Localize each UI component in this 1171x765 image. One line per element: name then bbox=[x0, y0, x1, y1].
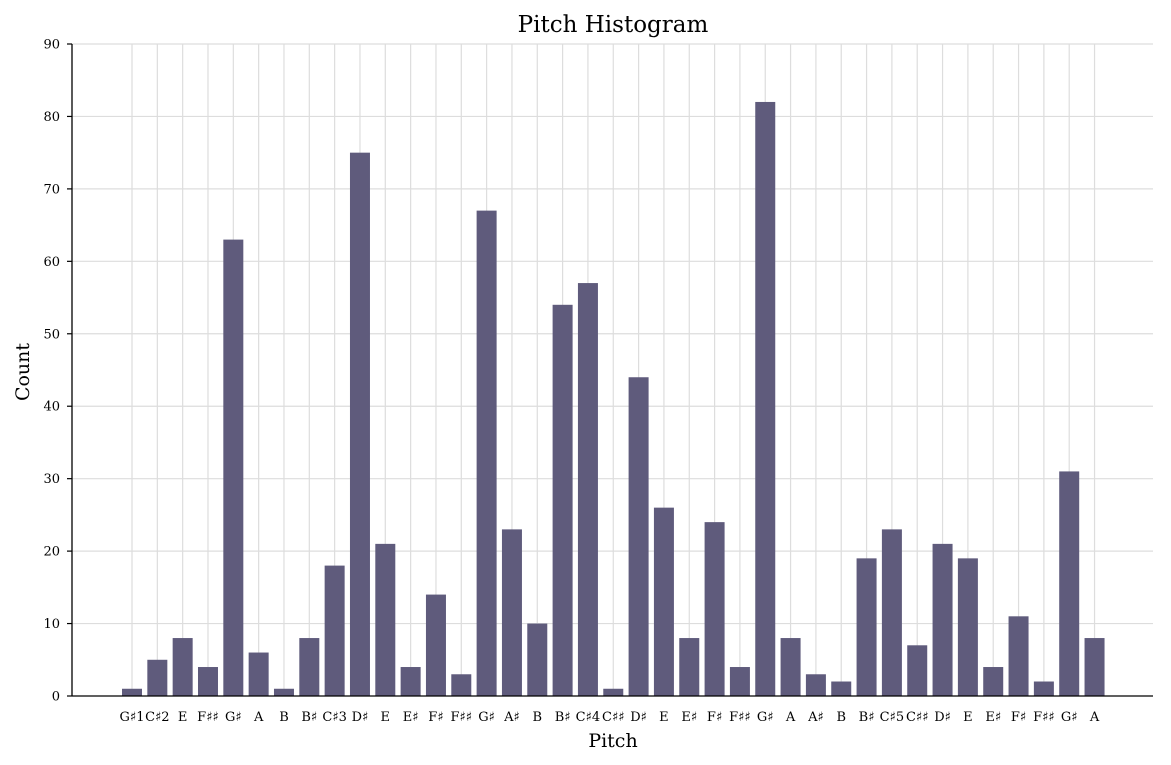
bar-21 bbox=[653, 507, 674, 696]
bar-15 bbox=[501, 529, 522, 696]
bar-8 bbox=[324, 565, 345, 696]
x-tick-label: F♯♯ bbox=[1033, 710, 1055, 725]
bar-1 bbox=[147, 659, 168, 696]
x-tick-label: E♯ bbox=[681, 710, 697, 725]
chart-title: Pitch Histogram bbox=[518, 12, 709, 38]
bar-36 bbox=[1033, 681, 1054, 696]
bar-28 bbox=[831, 681, 852, 696]
bar-17 bbox=[552, 304, 573, 696]
bar-34 bbox=[983, 667, 1004, 696]
x-tick-label: C♯5 bbox=[880, 710, 905, 725]
bar-22 bbox=[679, 638, 700, 696]
bar-26 bbox=[780, 638, 801, 696]
bar-2 bbox=[172, 638, 193, 696]
bar-16 bbox=[527, 623, 548, 696]
x-tick-label: E♯ bbox=[985, 710, 1001, 725]
bar-33 bbox=[957, 558, 978, 696]
x-tick-label: G♯ bbox=[225, 710, 242, 725]
x-tick-label: F♯♯ bbox=[729, 710, 751, 725]
x-tick-label: E bbox=[381, 710, 391, 725]
bar-4 bbox=[223, 239, 244, 696]
x-tick-label: F♯ bbox=[707, 710, 722, 725]
y-tick-label: 60 bbox=[43, 255, 60, 270]
bar-25 bbox=[755, 101, 776, 696]
x-tick-label: B bbox=[836, 710, 846, 725]
x-tick-label: E bbox=[963, 710, 973, 725]
y-tick-label: 50 bbox=[43, 327, 60, 342]
y-axis-title: Count bbox=[12, 343, 34, 401]
bars bbox=[122, 101, 1105, 696]
x-tick-label: F♯♯ bbox=[197, 710, 219, 725]
bar-6 bbox=[273, 688, 294, 696]
x-tick-label: E bbox=[659, 710, 669, 725]
bar-27 bbox=[805, 674, 826, 696]
bar-18 bbox=[577, 283, 598, 696]
bar-37 bbox=[1059, 471, 1080, 696]
bar-35 bbox=[1008, 616, 1029, 696]
x-tick-label: B♯ bbox=[555, 710, 571, 725]
x-tick-label: A♯ bbox=[807, 710, 824, 725]
bar-5 bbox=[248, 652, 269, 696]
x-tick-label: C♯3 bbox=[322, 710, 347, 725]
x-tick-label: D♯ bbox=[630, 710, 647, 725]
bar-30 bbox=[881, 529, 902, 696]
x-tick-label: F♯♯ bbox=[450, 710, 472, 725]
bar-29 bbox=[856, 558, 877, 696]
y-tick-label: 70 bbox=[43, 182, 60, 197]
bar-20 bbox=[628, 377, 649, 696]
y-tick-label: 0 bbox=[52, 690, 60, 705]
x-axis-title: Pitch bbox=[588, 730, 637, 752]
bar-24 bbox=[729, 667, 750, 696]
y-tick-label: 30 bbox=[43, 472, 60, 487]
bar-23 bbox=[704, 522, 725, 696]
x-tick-label: G♯ bbox=[478, 710, 495, 725]
bar-13 bbox=[451, 674, 472, 696]
bar-3 bbox=[197, 667, 218, 696]
bar-31 bbox=[907, 645, 928, 696]
x-ticks: G♯1 C♯2 E F♯♯ G♯ A B B♯ C♯3 D♯ E E♯ F♯ F♯♯ G♯ A♯ B B♯ C♯4 C… bbox=[120, 710, 1100, 725]
y-tick-label: 90 bbox=[43, 38, 60, 53]
x-tick-label: C♯4 bbox=[576, 710, 601, 725]
x-tick-label: A bbox=[785, 710, 796, 725]
x-tick-label: A♯ bbox=[503, 710, 520, 725]
x-tick-label: A bbox=[1089, 710, 1100, 725]
x-tick-label: B bbox=[279, 710, 289, 725]
x-tick-label: G♯ bbox=[757, 710, 774, 725]
bar-12 bbox=[425, 594, 446, 696]
bar-19 bbox=[603, 688, 624, 696]
bar-14 bbox=[476, 210, 497, 696]
y-tick-label: 10 bbox=[43, 617, 60, 632]
x-tick-label: C♯♯ bbox=[906, 710, 929, 725]
x-tick-label: B♯ bbox=[859, 710, 875, 725]
x-tick-label: G♯1 bbox=[120, 710, 145, 725]
x-tick-label: F♯ bbox=[428, 710, 443, 725]
x-tick-label: B♯ bbox=[301, 710, 317, 725]
x-tick-label: D♯ bbox=[352, 710, 369, 725]
y-tick-label: 20 bbox=[43, 545, 60, 560]
bar-32 bbox=[932, 543, 953, 696]
y-tick-label: 80 bbox=[43, 110, 60, 125]
x-tick-label: E♯ bbox=[403, 710, 419, 725]
x-tick-label: F♯ bbox=[1011, 710, 1026, 725]
bar-7 bbox=[299, 638, 320, 696]
bar-11 bbox=[400, 667, 421, 696]
bar-38 bbox=[1084, 638, 1105, 696]
x-tick-label: G♯ bbox=[1061, 710, 1078, 725]
x-tick-label: C♯♯ bbox=[602, 710, 625, 725]
y-ticks: 0 10 20 30 40 50 60 70 80 90 bbox=[43, 38, 72, 705]
x-tick-label: D♯ bbox=[934, 710, 951, 725]
bar-9 bbox=[349, 152, 370, 696]
x-tick-label: A bbox=[253, 710, 264, 725]
y-tick-label: 40 bbox=[43, 400, 60, 415]
bar-0 bbox=[122, 688, 142, 696]
x-tick-label: E bbox=[178, 710, 188, 725]
x-tick-label: B bbox=[532, 710, 542, 725]
x-tick-label: C♯2 bbox=[145, 710, 170, 725]
bar-10 bbox=[375, 543, 396, 696]
